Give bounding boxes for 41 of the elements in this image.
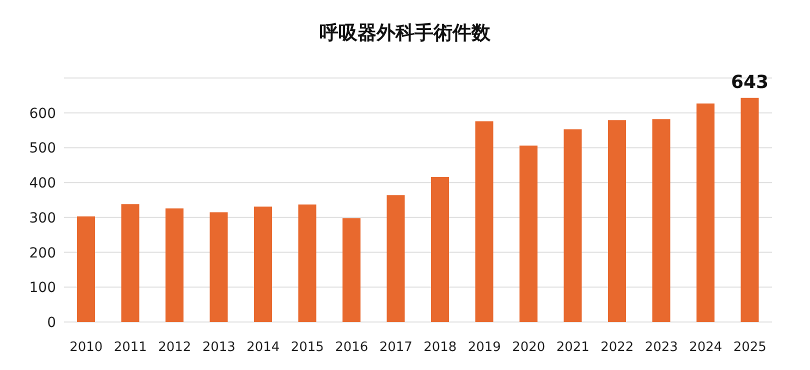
y-tick-label: 100: [29, 280, 56, 296]
x-tick-label: 2025: [733, 340, 766, 356]
x-tick-label: 2015: [290, 340, 324, 356]
data-label: 643: [730, 72, 769, 93]
bar: [210, 212, 228, 322]
bar: [696, 103, 714, 322]
x-tick-label: 2016: [335, 340, 368, 356]
bar: [121, 204, 140, 322]
bar: [386, 195, 405, 322]
y-tick-label: 600: [29, 106, 56, 122]
bar: [520, 146, 538, 322]
bar: [342, 218, 360, 322]
x-tick-label: 2018: [424, 340, 457, 356]
y-tick-label: 500: [29, 140, 56, 157]
x-tick-label: 2013: [202, 340, 236, 356]
x-tick-label: 2019: [468, 340, 501, 356]
x-tick-label: 2023: [644, 340, 678, 356]
bar: [740, 98, 759, 322]
x-tick-label: 2017: [379, 340, 412, 356]
bar: [652, 119, 670, 322]
y-tick-label: 400: [29, 176, 56, 192]
bar: [298, 204, 316, 322]
x-tick-label: 2012: [158, 340, 192, 356]
x-tick-label: 2021: [556, 340, 590, 356]
x-tick-label: 2011: [114, 340, 147, 356]
bar: [77, 216, 95, 322]
bar: [166, 208, 184, 322]
x-tick-label: 2014: [246, 340, 280, 356]
y-tick-label: 0: [47, 314, 56, 331]
y-tick-label: 200: [29, 245, 56, 262]
x-tick-label: 2022: [600, 340, 634, 356]
y-tick-label: 300: [29, 210, 56, 226]
bar: [608, 120, 626, 322]
x-tick-label: 2020: [512, 340, 546, 356]
bar: [431, 176, 449, 322]
bar: [564, 129, 582, 322]
x-tick-label: 2024: [689, 340, 722, 356]
bar: [254, 206, 272, 322]
chart-title: 呼吸器外科手術件数: [318, 21, 492, 46]
bar: [475, 121, 494, 322]
x-tick-label: 2010: [70, 340, 103, 356]
